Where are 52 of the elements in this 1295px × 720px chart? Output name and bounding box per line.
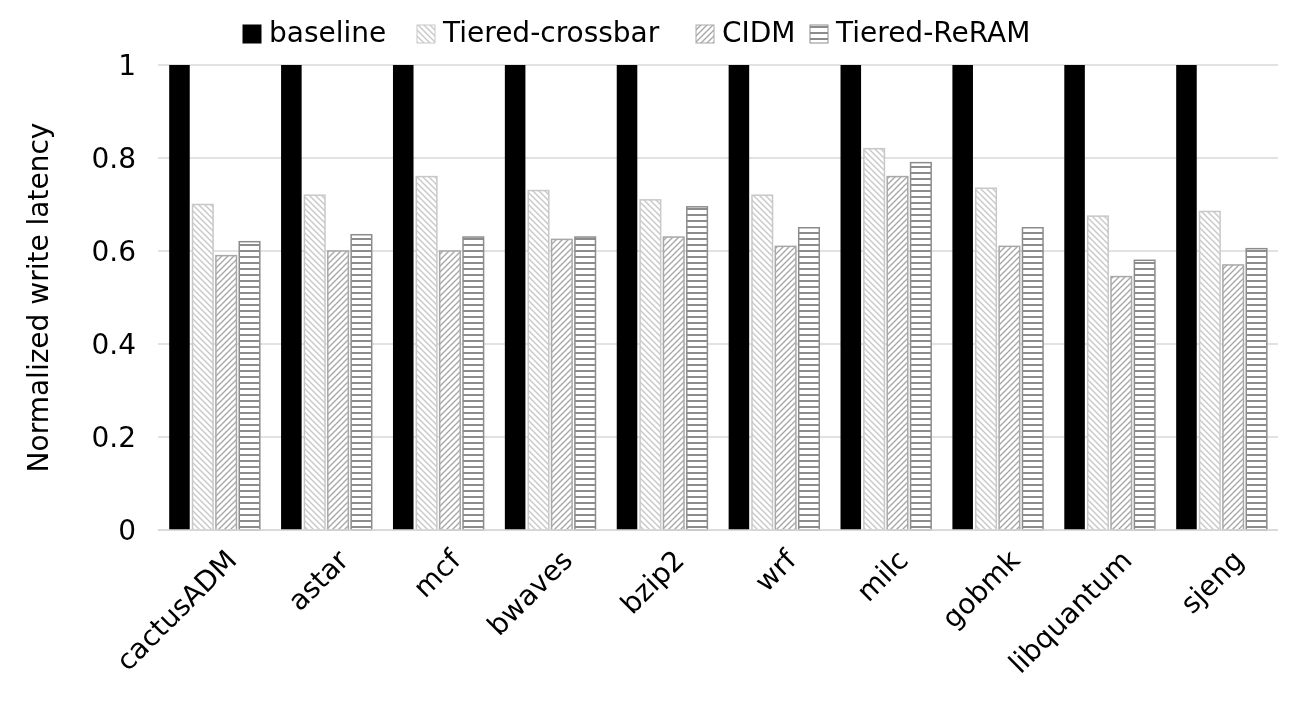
y-axis-title: Normalized write latency [22,122,55,473]
bar [1021,227,1044,531]
bar [527,189,550,531]
legend-label: CIDM [722,16,796,49]
legend-label: baseline [269,16,387,49]
bar [886,175,909,531]
bar [952,65,973,530]
bar [1133,259,1156,531]
bar [574,236,597,531]
bar [1198,210,1221,531]
bar [1110,275,1133,531]
bar [1222,264,1245,531]
bar [169,65,190,530]
bar [863,147,886,531]
bar [392,65,414,530]
y-tick-label: 0.8 [91,141,136,175]
x-tick-label: wrf [748,542,804,599]
legend-label: Tiered-ReRAM [835,16,1031,49]
bar [191,203,214,531]
bar [238,240,261,531]
bar [686,206,709,531]
bar [281,65,302,530]
y-tick-label: 0 [118,513,136,547]
bar [1086,215,1109,531]
y-tick-label: 1 [118,48,136,82]
bar [662,236,685,531]
bar [616,65,638,530]
bar [797,227,821,531]
bar [909,161,932,531]
bar [327,250,350,531]
bar [550,238,573,531]
bar [1176,65,1197,530]
bar [774,245,797,531]
bar [303,194,326,531]
bar [639,199,662,531]
bar [504,65,526,530]
bar [438,250,461,531]
bar [415,175,438,531]
bar [1245,247,1268,531]
y-tick-label: 0.2 [91,420,136,454]
bar [840,65,862,530]
legend-label: Tiered-crossbar [442,16,660,49]
bar [751,194,774,531]
bar [975,187,998,531]
bar [215,254,238,531]
y-tick-label: 0.6 [91,234,136,268]
bar [1064,65,1085,530]
bar [728,65,750,530]
bar [350,233,373,531]
bar [998,245,1021,531]
y-tick-label: 0.4 [91,327,136,361]
bar [462,236,485,531]
